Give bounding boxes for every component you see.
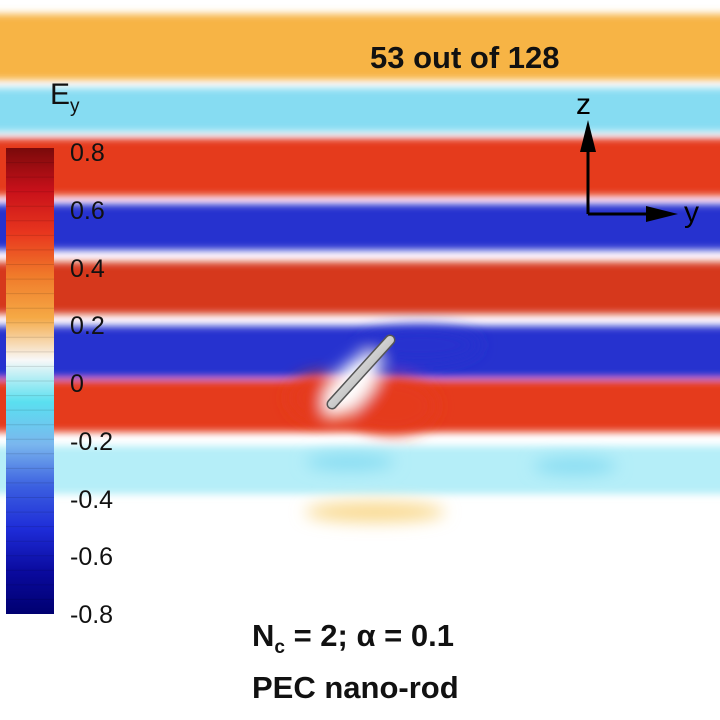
- colorbar-tick-label: 0.6: [70, 196, 105, 225]
- colorbar-gradient: [6, 148, 54, 614]
- colorbar-tick-label: 0: [70, 370, 84, 398]
- caption-line-1: Nc = 2; α = 0.1: [252, 616, 459, 668]
- band-cyan-upper: [0, 88, 720, 132]
- band-orange-top: [0, 14, 720, 80]
- colorbar-tick-label: -0.2: [70, 427, 114, 456]
- band-red-middle: [0, 262, 720, 314]
- blob-cyan-bottom-left: [305, 454, 395, 470]
- colorbar-title-symbol: E: [50, 78, 71, 111]
- caption-symbol: N: [252, 618, 275, 653]
- colorbar-tick-label: 0.8: [70, 139, 105, 167]
- colorbar-tick-label: 0.4: [70, 254, 105, 283]
- colorbar: [6, 148, 54, 614]
- caption: Nc = 2; α = 0.1 PEC nano-rod: [252, 616, 459, 708]
- blob-cyan-bottom-right: [533, 458, 617, 474]
- caption-subscript: c: [274, 637, 285, 658]
- band-blue-upper: [0, 204, 720, 250]
- caption-parameters: = 2; α = 0.1: [284, 618, 454, 653]
- colorbar-tick-label: 0.2: [70, 312, 105, 341]
- frame-counter: 53 out of 128: [370, 40, 560, 75]
- band-red-upper: [0, 138, 720, 196]
- colorbar-title: Ey: [50, 78, 80, 118]
- z-axis-arrowhead: [580, 120, 596, 152]
- y-axis-arrowhead: [646, 206, 678, 222]
- blob-red-right: [348, 378, 436, 434]
- blob-paleorange-bottom: [305, 502, 445, 522]
- colorbar-tick-label: -0.8: [70, 601, 114, 629]
- axis-orientation-icon: z y: [576, 88, 699, 229]
- y-axis-label: y: [684, 196, 699, 229]
- colorbar-tick-label: -0.4: [70, 485, 114, 514]
- colorbar-title-subscript: y: [70, 96, 80, 117]
- z-axis-label: z: [576, 88, 591, 121]
- colorbar-tick-label: -0.6: [70, 543, 114, 572]
- caption-line-2: PEC nano-rod: [252, 670, 459, 705]
- pec-nano-rod: [326, 334, 396, 410]
